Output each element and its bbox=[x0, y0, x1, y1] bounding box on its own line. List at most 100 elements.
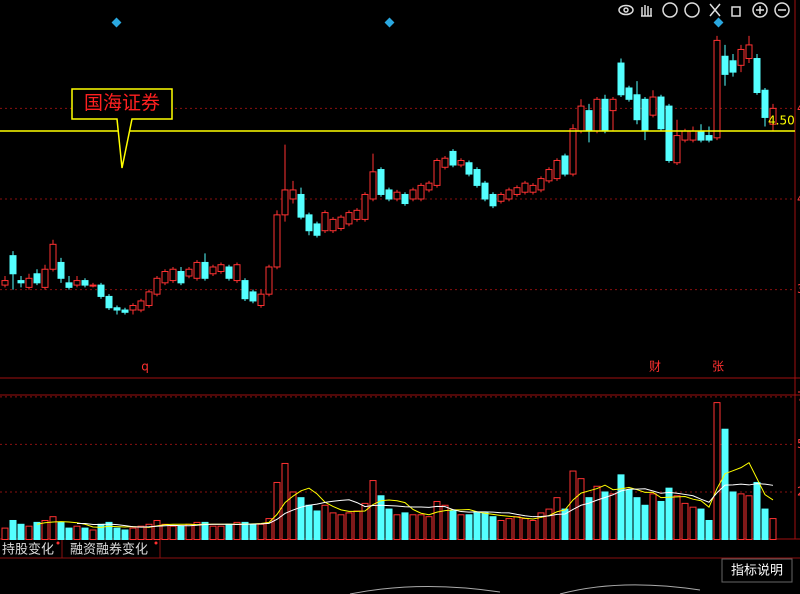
volume-bar bbox=[713, 402, 721, 540]
eye-icon[interactable] bbox=[618, 4, 634, 16]
candle-body bbox=[505, 189, 513, 200]
candle-body bbox=[217, 264, 225, 273]
volume-bar bbox=[129, 527, 137, 540]
plot: 4.60 4.20 3.80 7.5 5 2.5 4.50 bbox=[0, 35, 800, 541]
volume-bar bbox=[249, 523, 257, 541]
toolbar bbox=[618, 2, 790, 18]
tab-bar bbox=[0, 540, 800, 558]
event-marker: 张 bbox=[712, 360, 724, 374]
candle-body bbox=[305, 214, 313, 232]
candle-body bbox=[257, 293, 265, 306]
candle-body bbox=[753, 58, 761, 94]
volume-bar bbox=[209, 525, 217, 541]
volume-bar bbox=[217, 525, 225, 541]
candle-body bbox=[545, 169, 553, 182]
volume-bar bbox=[745, 495, 753, 541]
candle-body bbox=[153, 277, 161, 295]
volume-bar bbox=[577, 478, 585, 541]
volume-bar bbox=[65, 527, 73, 540]
volume-bar bbox=[473, 512, 481, 541]
candle-body bbox=[177, 271, 185, 284]
candle-body bbox=[585, 110, 593, 132]
candle-body bbox=[113, 307, 121, 311]
volume-bar bbox=[593, 485, 601, 540]
volume-bar bbox=[297, 497, 305, 540]
candle-body bbox=[137, 300, 145, 311]
volume-bar bbox=[769, 518, 777, 540]
candle-body bbox=[529, 184, 537, 193]
volume-bar bbox=[721, 428, 729, 541]
volume-bar bbox=[665, 487, 673, 540]
volume-bar bbox=[353, 510, 361, 540]
volume-bar bbox=[489, 516, 497, 540]
lock-icon[interactable] bbox=[731, 6, 741, 17]
tab[interactable]: 融资融券变化 bbox=[70, 542, 148, 558]
candle-body bbox=[513, 187, 521, 195]
candle-body bbox=[425, 182, 433, 191]
volume-bar bbox=[361, 502, 369, 540]
candle-body bbox=[617, 62, 625, 96]
volume-bar bbox=[49, 516, 57, 540]
candle-body bbox=[105, 295, 113, 309]
volume-bar bbox=[481, 512, 489, 541]
play-icon[interactable] bbox=[662, 2, 678, 18]
hand-icon[interactable] bbox=[641, 5, 652, 17]
candle-body bbox=[609, 98, 617, 112]
volume-bar bbox=[257, 523, 265, 541]
help-button-label[interactable]: 指标说明 bbox=[731, 564, 783, 579]
help-button[interactable] bbox=[721, 558, 793, 583]
volume-bar bbox=[569, 470, 577, 541]
volume-bar bbox=[425, 516, 433, 540]
candle-body bbox=[745, 44, 753, 60]
candle-body bbox=[161, 271, 169, 284]
candle-body bbox=[201, 261, 209, 279]
candle-body bbox=[225, 266, 233, 279]
candle-body bbox=[9, 255, 17, 275]
candle-body bbox=[409, 189, 417, 200]
candle-body bbox=[713, 39, 721, 139]
candle-body bbox=[737, 48, 745, 66]
candle-body bbox=[241, 280, 249, 300]
candle-body bbox=[601, 98, 609, 132]
candle-body bbox=[689, 130, 697, 141]
candle-body bbox=[497, 193, 505, 202]
zoom-out-icon[interactable] bbox=[774, 2, 790, 18]
volume-bar bbox=[737, 493, 745, 540]
volume-bar bbox=[609, 493, 617, 540]
candle-body bbox=[369, 171, 377, 200]
volume-bar bbox=[449, 510, 457, 540]
volume-bar bbox=[1, 527, 9, 540]
scissors-icon[interactable] bbox=[709, 3, 721, 17]
candle-body bbox=[121, 309, 129, 313]
volume-bar bbox=[673, 495, 681, 541]
volume-bar bbox=[281, 462, 289, 540]
candle-body bbox=[361, 193, 369, 220]
volume-bar bbox=[657, 500, 665, 541]
candle-body bbox=[673, 135, 681, 164]
volume-bar bbox=[537, 512, 545, 541]
back-icon[interactable] bbox=[684, 2, 700, 18]
volume-bar bbox=[201, 521, 209, 541]
volume-bar bbox=[241, 521, 249, 541]
zoom-in-icon[interactable] bbox=[752, 2, 768, 18]
volume-bar bbox=[337, 514, 345, 541]
volume-tick-label: 5 bbox=[797, 437, 800, 451]
candle-body bbox=[97, 284, 105, 297]
candle-body bbox=[433, 159, 441, 186]
candle-body bbox=[321, 212, 329, 232]
candle-body bbox=[65, 282, 73, 288]
volume-bar bbox=[161, 523, 169, 541]
candle-body bbox=[193, 261, 201, 279]
event-diamond bbox=[713, 17, 724, 28]
candle-body bbox=[33, 273, 41, 284]
volume-bar bbox=[345, 512, 353, 541]
candle-body bbox=[233, 264, 241, 282]
candle-body bbox=[681, 130, 689, 141]
tab[interactable]: 持股变化 bbox=[2, 542, 54, 558]
candle-body bbox=[353, 209, 361, 220]
volume-bar bbox=[457, 514, 465, 541]
candle-body bbox=[1, 280, 9, 286]
volume-bar bbox=[601, 491, 609, 540]
volume-bar bbox=[689, 506, 697, 541]
